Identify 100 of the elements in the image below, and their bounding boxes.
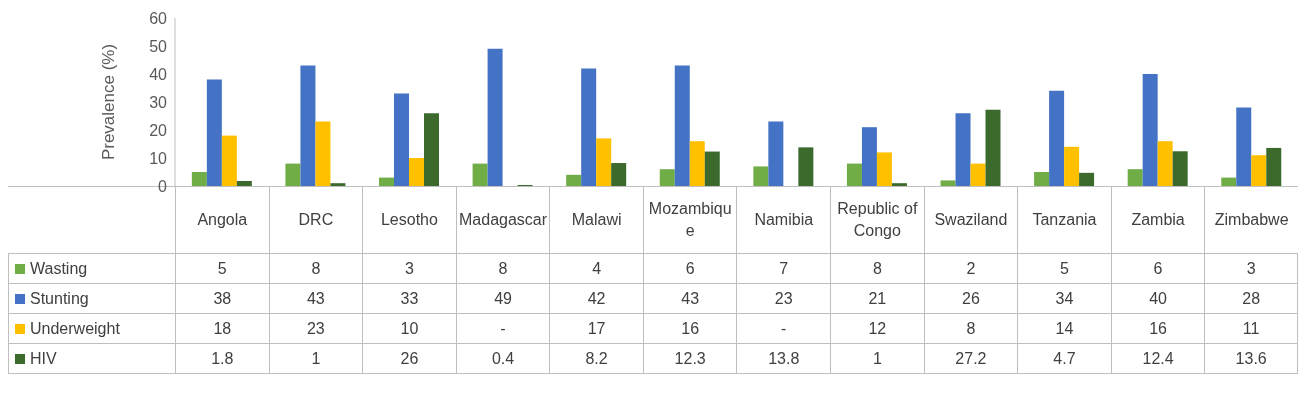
data-label: 8 xyxy=(830,253,924,283)
bar xyxy=(596,138,612,186)
data-label: 49 xyxy=(455,283,550,313)
bar xyxy=(1266,147,1282,186)
bar xyxy=(861,127,877,186)
data-label: 27.2 xyxy=(923,343,1018,373)
bar xyxy=(753,166,769,186)
data-label: 28 xyxy=(1204,283,1298,313)
x-tick-label: Madagascar xyxy=(455,187,550,253)
data-label: 8.2 xyxy=(549,343,643,373)
bar xyxy=(1251,155,1267,186)
bar xyxy=(846,163,862,186)
data-label: 6 xyxy=(1110,253,1205,283)
data-label: 14 xyxy=(1017,313,1111,343)
bar xyxy=(236,180,252,186)
data-label: 17 xyxy=(549,313,643,343)
legend-label: HIV xyxy=(30,349,57,368)
data-label: 21 xyxy=(830,283,924,313)
bar xyxy=(191,172,207,186)
legend-label: Underweight xyxy=(30,319,120,338)
data-label: 3 xyxy=(1204,253,1298,283)
data-label: 8 xyxy=(455,253,550,283)
x-tick-label: DRC xyxy=(268,187,363,253)
x-tick-label: Tanzania xyxy=(1017,187,1111,253)
bar xyxy=(659,169,675,186)
bar xyxy=(1034,172,1050,186)
bar xyxy=(221,135,237,186)
bar xyxy=(1157,141,1173,186)
y-tick-label: 10 xyxy=(149,149,168,167)
x-tick-label: Namibia xyxy=(736,187,831,253)
bar xyxy=(1127,169,1143,186)
bar xyxy=(472,163,488,186)
bar xyxy=(566,174,582,186)
bar xyxy=(611,163,627,186)
text: - xyxy=(781,319,787,337)
y-tick-label: 30 xyxy=(149,93,168,111)
data-label: 43 xyxy=(642,283,737,313)
y-axis-title: Prevalence (%) xyxy=(99,43,119,161)
data-label: 13.8 xyxy=(736,343,831,373)
data-label: 42 xyxy=(549,283,643,313)
data-label: 12 xyxy=(830,313,924,343)
x-tick-label: Zambia xyxy=(1110,187,1205,253)
bar xyxy=(1221,177,1237,186)
data-label: 43 xyxy=(268,283,363,313)
bar xyxy=(424,113,440,186)
bar xyxy=(330,183,346,186)
bar xyxy=(704,151,720,186)
y-tick-label: 60 xyxy=(149,9,168,27)
data-label: 1.8 xyxy=(175,343,269,373)
data-label: 33 xyxy=(362,283,456,313)
x-tick-label: Malawi xyxy=(549,187,643,253)
x-tick-label: Lesotho xyxy=(362,187,456,253)
bar xyxy=(315,121,331,186)
data-label: 26 xyxy=(362,343,456,373)
legend-label: Wasting xyxy=(30,259,88,278)
bar xyxy=(891,183,907,186)
bar xyxy=(1172,151,1188,186)
bar xyxy=(970,163,986,186)
bar xyxy=(876,152,892,186)
data-label: 26 xyxy=(923,283,1018,313)
y-tick-label: 0 xyxy=(158,177,168,195)
data-label: 23 xyxy=(736,283,831,313)
y-tick-label: 50 xyxy=(149,37,168,55)
bar xyxy=(1049,90,1065,186)
x-tick-label: Republic of Congo xyxy=(830,187,924,253)
bar xyxy=(1064,146,1080,186)
data-label: 1 xyxy=(268,343,363,373)
bar xyxy=(985,109,1001,186)
bar xyxy=(940,180,956,186)
y-tick-label: 40 xyxy=(149,65,168,83)
data-label: 18 xyxy=(175,313,269,343)
bar xyxy=(1236,107,1252,186)
data-label: 12.3 xyxy=(642,343,737,373)
data-label: 23 xyxy=(268,313,363,343)
data-label: 5 xyxy=(1017,253,1111,283)
bar xyxy=(206,79,222,186)
data-label: 16 xyxy=(642,313,737,343)
bar xyxy=(768,121,784,186)
x-tick-label: Mozambique xyxy=(642,187,737,253)
data-label: 12.4 xyxy=(1110,343,1205,373)
bar xyxy=(409,158,425,186)
bar xyxy=(581,68,597,186)
bar xyxy=(674,65,690,186)
data-label: 4 xyxy=(549,253,643,283)
data-label: 1 xyxy=(830,343,924,373)
data-label: 6 xyxy=(642,253,737,283)
data-label: 38 xyxy=(175,283,269,313)
bar xyxy=(285,163,301,186)
data-label: 3 xyxy=(362,253,456,283)
data-label: 16 xyxy=(1110,313,1205,343)
data-label: 11 xyxy=(1204,313,1298,343)
data-label: 5 xyxy=(175,253,269,283)
data-label: 34 xyxy=(1017,283,1111,313)
bar xyxy=(1142,74,1158,186)
data-label: 40 xyxy=(1110,283,1205,313)
data-label: 7 xyxy=(736,253,831,283)
data-label: 2 xyxy=(923,253,1018,283)
x-tick-label: Zimbabwe xyxy=(1204,187,1298,253)
bar xyxy=(1079,172,1095,186)
y-tick-label: 20 xyxy=(149,121,168,139)
